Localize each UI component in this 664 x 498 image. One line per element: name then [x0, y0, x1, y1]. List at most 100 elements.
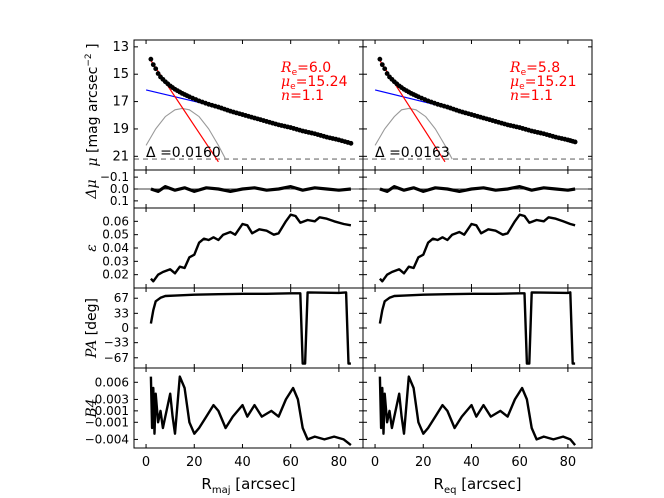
y-axis-label-symbol: PA	[84, 340, 100, 359]
y-axis-label-symbol: μ	[85, 157, 101, 166]
y-tick-label: 17	[112, 95, 129, 110]
b4-series	[378, 375, 577, 446]
x-tick-label: 40	[234, 455, 251, 470]
fit-mue-sub: e	[519, 82, 525, 92]
panel-frame	[362, 287, 593, 369]
panel-eps-col1	[150, 213, 352, 283]
residual-series	[379, 185, 576, 193]
y-tick-label: 0.06	[102, 214, 129, 228]
y-axis-label-dmu: Δμ	[84, 179, 100, 199]
y-tick-label: 0	[121, 321, 129, 335]
y-tick-label: 0.03	[102, 254, 129, 268]
y-tick-label: −67	[104, 351, 129, 365]
mu-data-point	[572, 139, 578, 145]
y-tick-label: −0.1	[100, 170, 129, 184]
y-tick-label: −0.001	[85, 415, 129, 429]
y-tick-label: 19	[112, 122, 129, 137]
eps-series	[150, 213, 352, 283]
fit-re-text: Re=5.8	[509, 60, 560, 78]
y-axis-label-symbol: Δμ	[84, 179, 100, 199]
eps-series	[379, 213, 576, 283]
panel-pa-col1	[149, 291, 351, 365]
y-axis-label-b4: B4	[84, 398, 100, 418]
fit-n-symbol: n	[281, 88, 290, 104]
gaussian-component-line	[374, 107, 453, 160]
fit-re-symbol: R	[280, 60, 292, 76]
y-tick-label: 0.02	[102, 268, 129, 282]
panel-eps-col2	[379, 213, 576, 283]
pa-series	[149, 291, 351, 365]
x-tick-label: 20	[186, 455, 203, 470]
x-axis-label-sub: eq	[444, 485, 457, 496]
fit-mue-symbol: μ	[281, 74, 290, 90]
mu-data-point	[377, 56, 383, 62]
x-axis-label-main: R	[434, 475, 444, 493]
y-axis-label-unit: [deg]	[84, 298, 100, 340]
fit-n-text: n=1.1	[281, 88, 324, 104]
x-axis-label: Req [arcsec]	[434, 475, 522, 496]
y-tick-label: −33	[104, 336, 129, 350]
x-axis-label-unit: [arcsec]	[231, 475, 296, 493]
fit-mue-text: μe=15.24	[281, 74, 348, 92]
panel-dmu-col1	[134, 185, 363, 193]
mu-data-point	[148, 56, 154, 62]
panel-pa-col2	[378, 291, 576, 365]
y-tick-label: 0.05	[102, 228, 129, 242]
fit-delta-text: Δ =0.0163	[375, 145, 450, 161]
y-tick-label: 13	[112, 40, 129, 55]
y-axis-label-symbol: B4	[84, 398, 100, 418]
gaussian-component-line	[145, 107, 227, 160]
y-tick-label: 15	[112, 67, 129, 82]
panel-frame	[133, 287, 364, 369]
y-tick-label: 0.1	[110, 194, 129, 208]
y-tick-label: 0.001	[95, 404, 129, 418]
x-tick-label: 60	[511, 455, 528, 470]
y-tick-label: 67	[114, 291, 129, 305]
b4-series	[149, 375, 352, 447]
y-axis-label-unit: [mag arcsec	[85, 67, 101, 158]
fit-re-symbol: R	[509, 60, 521, 76]
y-axis-label-symbol: ε	[84, 244, 100, 252]
fit-mue-text: μe=15.21	[510, 74, 576, 92]
fit-re-sub: e	[292, 68, 298, 78]
mu-data-point	[153, 66, 159, 72]
y-tick-label: 0.003	[95, 392, 129, 406]
x-tick-label: 40	[463, 455, 480, 470]
y-axis-label-pa: PA [deg]	[84, 298, 100, 359]
x-axis-label-main: R	[201, 475, 211, 493]
fit-re-value: =6.0	[297, 60, 331, 76]
fit-mue-value: =15.21	[525, 74, 577, 90]
panel-b4-col2	[378, 375, 577, 446]
panel-frame	[362, 367, 593, 449]
fit-mue-symbol: μ	[510, 74, 519, 90]
x-tick-label: 20	[415, 455, 432, 470]
x-axis-label: Rmaj [arcsec]	[201, 475, 295, 496]
fit-re-value: =5.8	[526, 60, 560, 76]
pa-series	[378, 291, 576, 365]
panel-mu-col2	[363, 56, 592, 163]
mu-data-point	[382, 66, 388, 72]
fit-mue-value: =15.24	[296, 74, 348, 90]
fit-n-value: =1.1	[519, 88, 553, 104]
panel-mu-col1	[134, 56, 363, 163]
labels-layer: 13 15 17 19 21 −0.10.00.1 0.020.030.040.050.06…	[84, 40, 577, 496]
panel-b4-col1	[149, 375, 352, 447]
axes-layer	[133, 39, 593, 449]
mu-data-point	[348, 140, 354, 146]
residual-series	[150, 185, 352, 193]
y-tick-label: 0.006	[95, 375, 129, 389]
y-axis-label-close: ]	[85, 43, 101, 53]
fit-re-text: Re=6.0	[280, 60, 331, 78]
y-axis-label-mu: μ [mag arcsec−2 ]	[84, 43, 101, 166]
y-tick-label: 33	[114, 306, 129, 320]
fit-n-value: =1.1	[290, 88, 324, 104]
x-axis-label-unit: [arcsec]	[456, 475, 521, 493]
fit-n-text: n=1.1	[510, 88, 553, 104]
x-tick-label: 0	[142, 455, 150, 470]
y-tick-label: −0.004	[85, 432, 129, 446]
y-axis-label-eps: ε	[84, 244, 100, 252]
mu-data-point	[384, 71, 390, 76]
fit-re-sub: e	[521, 68, 527, 78]
mu-data-point	[379, 62, 385, 68]
